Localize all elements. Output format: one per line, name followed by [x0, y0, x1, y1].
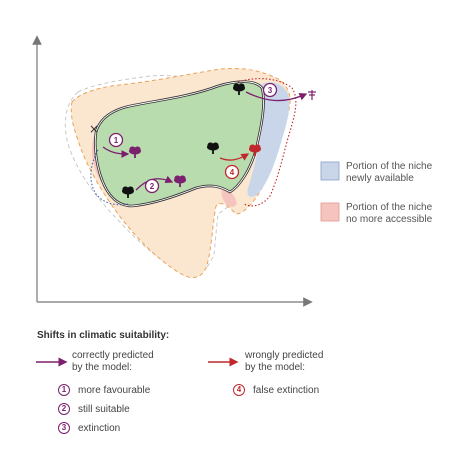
extinct-tree-icon — [308, 90, 316, 100]
svg-text:2: 2 — [150, 182, 155, 191]
svg-text:3: 3 — [268, 86, 273, 95]
legend-swatch-no-more-accessible — [320, 202, 340, 222]
legend-item-false-extinction: false extinction — [253, 385, 320, 396]
climatic-space-outline — [64, 75, 249, 276]
legend-badge-2: 2 — [58, 403, 70, 415]
no-more-accessible-area-right — [221, 188, 237, 207]
legend-label-newly-1: Portion of the niche — [346, 161, 433, 172]
legend-label-newly-2: newly available — [346, 173, 414, 184]
marker-4: 4 — [224, 164, 240, 180]
legend-badge-4: 4 — [233, 384, 245, 396]
marker-2: 2 — [144, 178, 160, 194]
legend-item-extinction: extinction — [78, 423, 121, 434]
marker-1: 1 — [108, 132, 124, 148]
shift-arrow-4 — [219, 153, 250, 161]
shifted-niche-red-dotted — [237, 78, 297, 207]
shift-arrow-1 — [102, 146, 130, 158]
marker-3: 3 — [262, 82, 278, 98]
newly-available-area — [247, 82, 290, 197]
legend-label-no-more-1: Portion of the niche — [346, 202, 433, 213]
legend-item-more-favourable: more favourable — [78, 385, 151, 396]
legend-badge-1: 1 — [58, 384, 70, 396]
shifted-niche-blue-dotted — [90, 149, 129, 206]
svg-text:4: 4 — [230, 168, 235, 177]
correct-label: correctly predicted by the model: — [72, 350, 154, 373]
legend-badge-3: 3 — [58, 422, 70, 434]
shifts-title: Shifts in climatic suitability: — [37, 330, 170, 341]
axes — [32, 35, 313, 307]
wrong-label: wrongly predicted by the model: — [245, 350, 324, 373]
legend-label-no-more-2: no more accessible — [346, 214, 433, 225]
svg-text:1: 1 — [114, 136, 119, 145]
legend-swatch-newly-available — [320, 161, 340, 181]
legend-item-still-suitable: still suitable — [78, 404, 130, 415]
shift-arrow-3 — [245, 91, 308, 102]
extinction-cross-marker: × — [89, 122, 99, 136]
